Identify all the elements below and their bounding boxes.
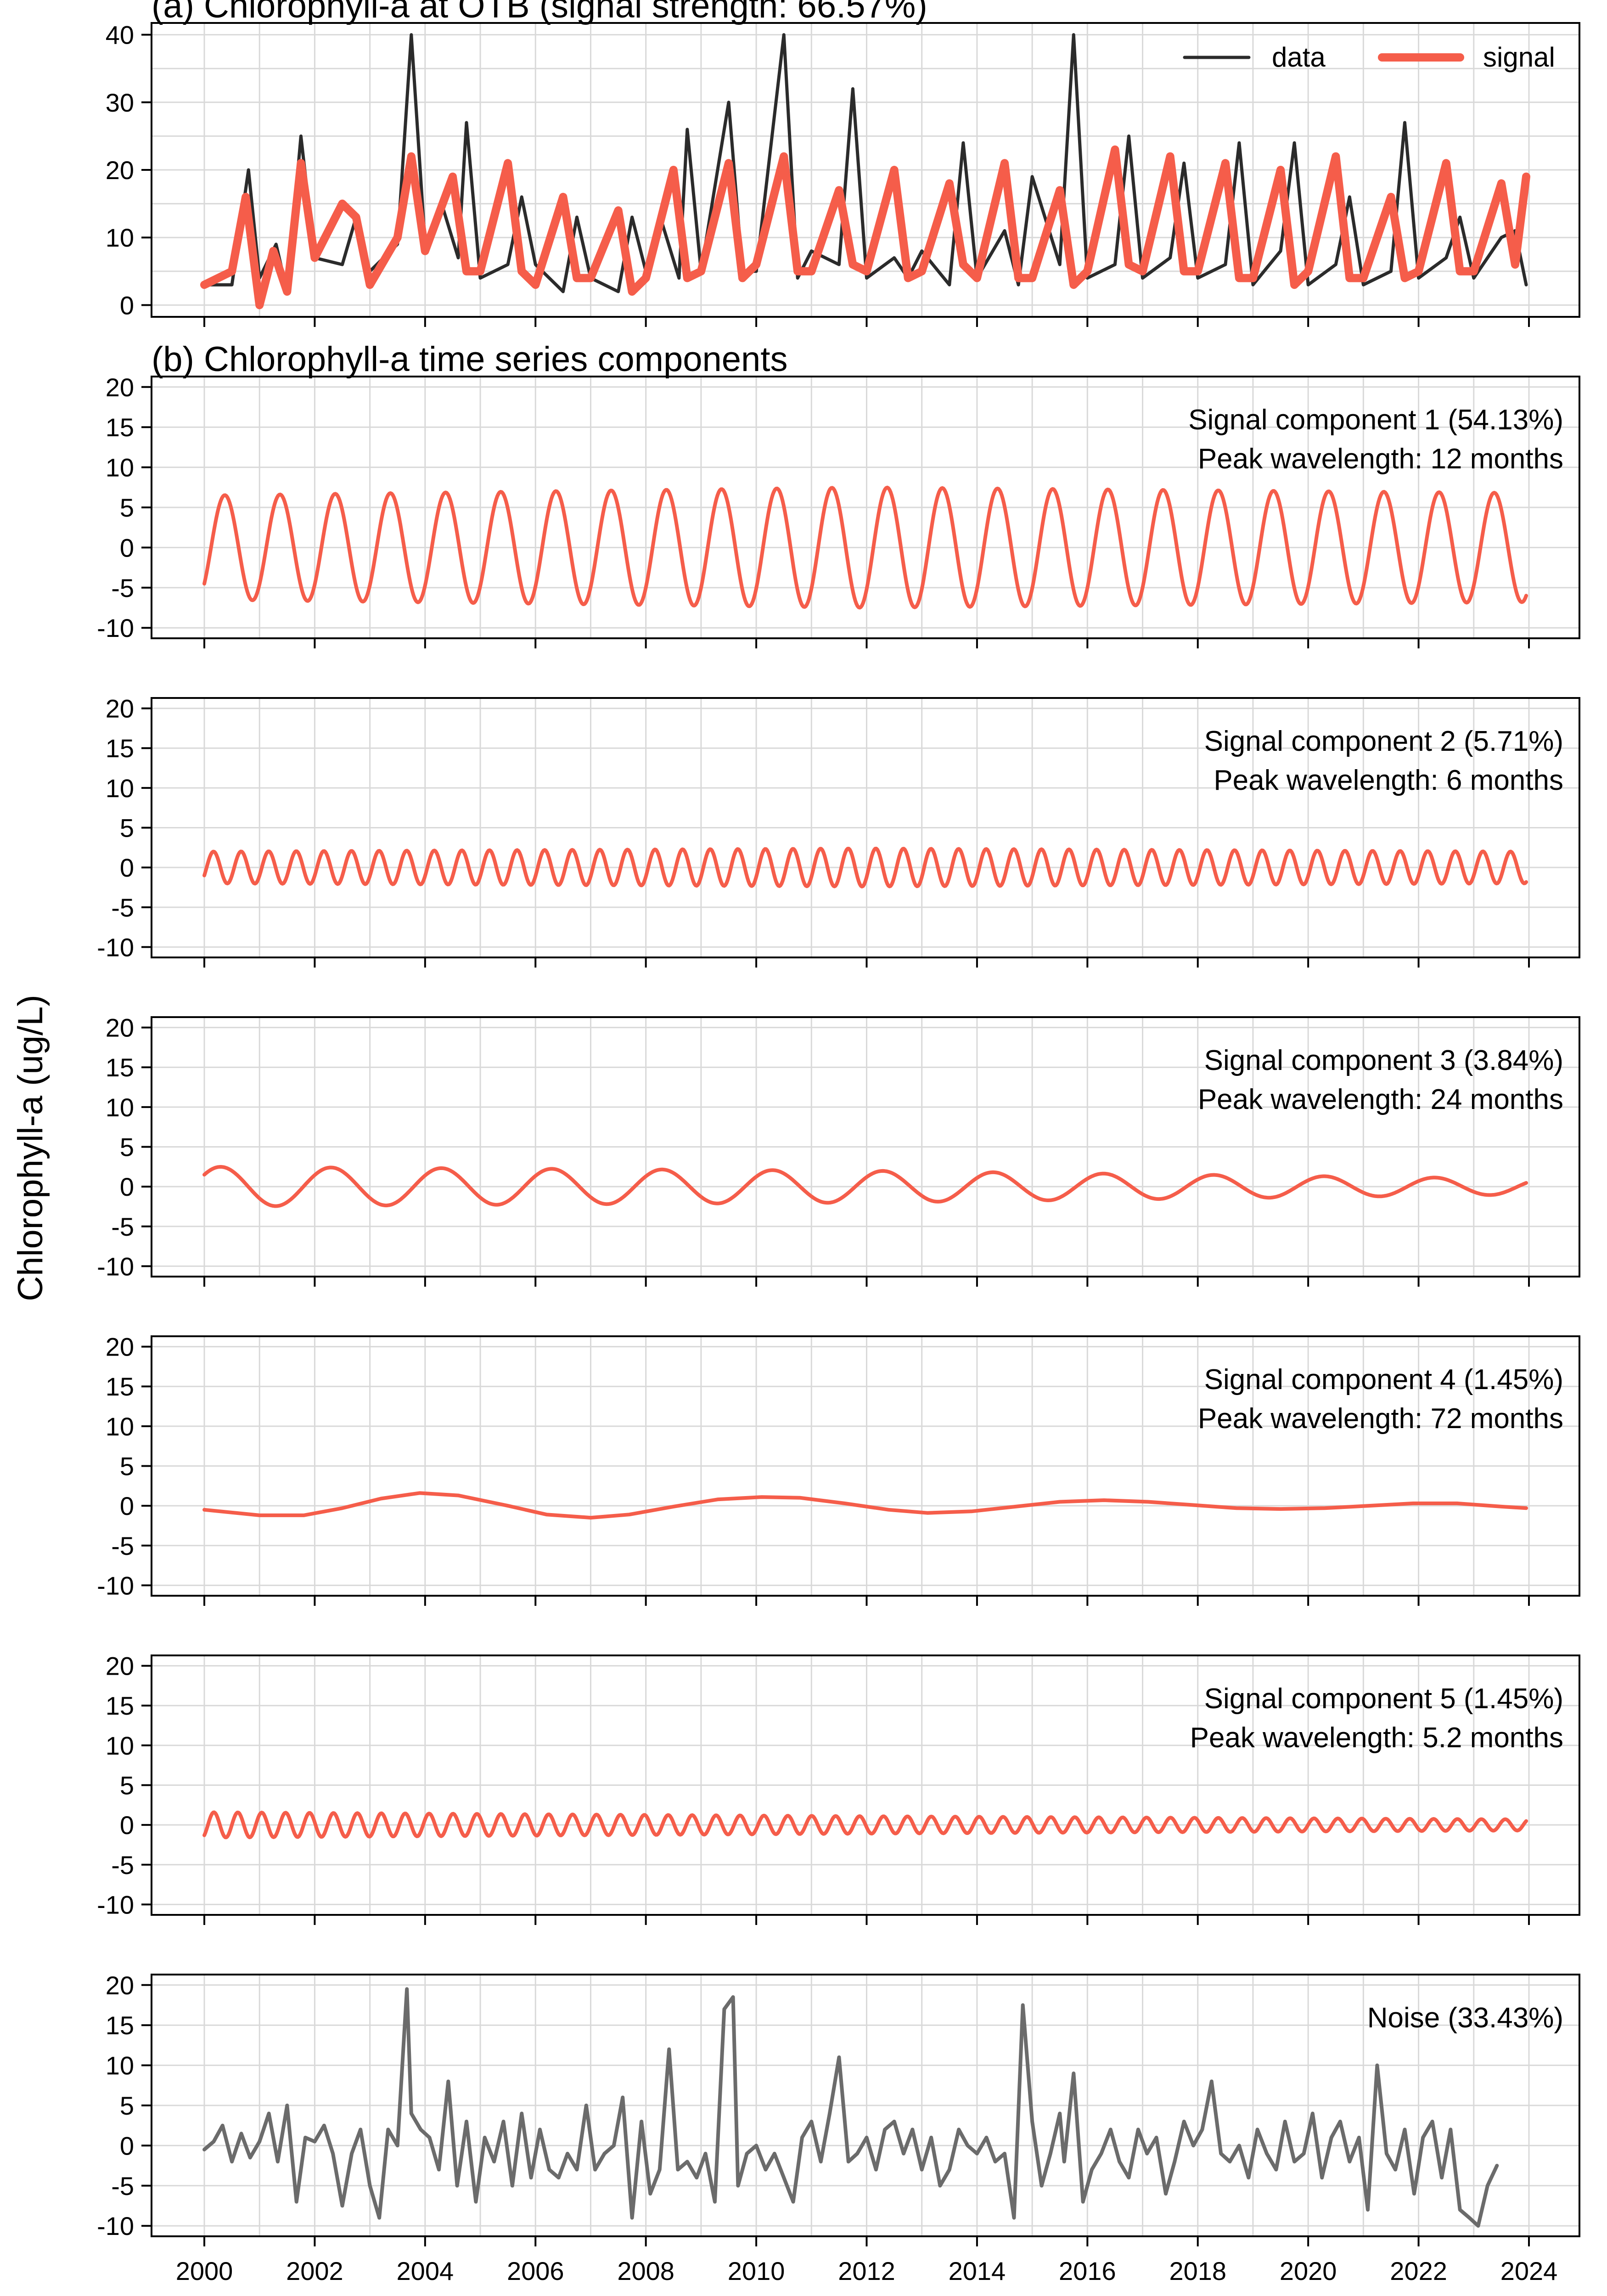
- y-tick-label: -5: [111, 1851, 134, 1880]
- series-line-data: [202, 33, 1528, 293]
- y-tick-label: -5: [111, 2172, 134, 2200]
- panel-panel-a: 0 10 20 30 40 (a) Chlorophyll-a at OTB (signa…: [106, 0, 1580, 327]
- series-line-signal-component-1: [202, 485, 1528, 610]
- panel-panel-b2: -10 -5 0 5 10 15 20 Signal component 2 (5.71%) P…: [97, 694, 1580, 968]
- y-tick-label: 40: [106, 21, 134, 50]
- x-tick-label: 2014: [949, 2257, 1006, 2285]
- y-tick-label: 15: [106, 1691, 134, 1720]
- x-tick-label: 2022: [1390, 2257, 1447, 2285]
- x-tick-label: 2018: [1169, 2257, 1226, 2285]
- x-tick-label: 2002: [286, 2257, 343, 2285]
- y-tick-label: 0: [120, 533, 134, 562]
- y-tick-label: 10: [106, 223, 134, 252]
- panel-annotation: Peak wavelength: 72 months: [1198, 1403, 1563, 1435]
- x-tick-label: 2012: [838, 2257, 895, 2285]
- series-line-signal-component-5: [202, 1810, 1528, 1840]
- panel-annotation: Peak wavelength: 24 months: [1198, 1084, 1563, 1115]
- y-tick-label: 10: [106, 1731, 134, 1760]
- x-tick-label: 2004: [397, 2257, 454, 2285]
- y-tick-label: 20: [106, 1013, 134, 1042]
- y-tick-label: 5: [120, 1452, 134, 1481]
- x-tick-label: 2000: [176, 2257, 233, 2285]
- y-tick-label: 15: [106, 1372, 134, 1401]
- panel-annotation: Peak wavelength: 6 months: [1214, 765, 1563, 796]
- y-tick-label: 0: [120, 291, 134, 320]
- panel-annotation: Signal component 4 (1.45%): [1204, 1364, 1563, 1396]
- panel-annotation: Signal component 2 (5.71%): [1204, 726, 1563, 757]
- y-tick-label: 0: [120, 1811, 134, 1840]
- y-tick-label: 20: [106, 1971, 134, 2000]
- y-tick-label: 10: [106, 1412, 134, 1441]
- legend-label-data: data: [1272, 42, 1326, 73]
- y-tick-label: 0: [120, 1172, 134, 1201]
- panel-annotation: Signal component 3 (3.84%): [1204, 1045, 1563, 1076]
- x-tick-label: 2010: [728, 2257, 785, 2285]
- y-tick-label: -10: [97, 1890, 134, 1919]
- y-tick-label: 10: [106, 2051, 134, 2080]
- y-tick-label: 10: [106, 774, 134, 803]
- y-tick-label: 15: [106, 413, 134, 442]
- panel-panel-noise: -10 -5 0 5 10 15 20 2000 2002 2004 2006 2008 2010 201…: [97, 1971, 1580, 2285]
- panel-title: (a) Chlorophyll-a at OTB (signal strengt…: [152, 0, 927, 25]
- y-tick-label: 20: [106, 1652, 134, 1681]
- y-tick-label: 15: [106, 1053, 134, 1082]
- x-tick-label: 2006: [507, 2257, 564, 2285]
- y-tick-label: -10: [97, 1252, 134, 1281]
- x-tick-label: 2008: [617, 2257, 674, 2285]
- series-line-signal-component-2: [202, 846, 1528, 889]
- y-axis-label: Chlorophyll-a (ug/L): [11, 995, 50, 1301]
- x-tick-label: 2020: [1280, 2257, 1337, 2285]
- y-tick-label: 10: [106, 1093, 134, 1122]
- y-tick-label: -10: [97, 2212, 134, 2240]
- y-tick-label: -5: [111, 1212, 134, 1241]
- y-tick-label: -10: [97, 1571, 134, 1600]
- y-tick-label: 5: [120, 2091, 134, 2120]
- panel-annotation: Noise (33.43%): [1367, 2002, 1563, 2034]
- panel-panel-b1: -10 -5 0 5 10 15 20 (b) Chlorophyll-a time seri…: [97, 340, 1580, 648]
- y-tick-label: -5: [111, 574, 134, 602]
- y-tick-label: -10: [97, 933, 134, 962]
- series-line-signal-component-3: [202, 1165, 1528, 1208]
- y-tick-label: 0: [120, 1491, 134, 1520]
- y-tick-label: 20: [106, 156, 134, 185]
- panel-annotation: Signal component 5 (1.45%): [1204, 1683, 1563, 1715]
- y-tick-label: 15: [106, 734, 134, 763]
- panel-panel-b4: -10 -5 0 5 10 15 20 Signal component 4 (1.45%) P…: [97, 1333, 1580, 1606]
- panel-panel-b3: -10 -5 0 5 10 15 20 Signal component 3 (3.84%) P…: [97, 1013, 1580, 1287]
- y-tick-label: 5: [120, 1771, 134, 1800]
- y-tick-label: 0: [120, 853, 134, 882]
- y-tick-label: -10: [97, 613, 134, 642]
- y-tick-label: 15: [106, 2011, 134, 2040]
- y-tick-label: 20: [106, 1333, 134, 1362]
- panel-title: (b) Chlorophyll-a time series components: [152, 340, 787, 379]
- y-tick-label: 5: [120, 493, 134, 522]
- y-tick-label: 30: [106, 88, 134, 117]
- x-tick-label: 2016: [1059, 2257, 1116, 2285]
- y-tick-label: 10: [106, 453, 134, 482]
- y-tick-label: 20: [106, 694, 134, 723]
- x-tick-label: 2024: [1500, 2257, 1558, 2285]
- y-tick-label: -5: [111, 1531, 134, 1560]
- panel-annotation: Peak wavelength: 5.2 months: [1190, 1722, 1563, 1754]
- y-tick-label: 20: [106, 373, 134, 402]
- y-tick-label: -5: [111, 893, 134, 922]
- legend-label-signal: signal: [1483, 42, 1555, 73]
- panel-annotation: Peak wavelength: 12 months: [1198, 443, 1563, 475]
- panels-group: 0 10 20 30 40 (a) Chlorophyll-a at OTB (signa…: [97, 0, 1580, 2285]
- series-line-noise: [202, 1987, 1499, 2228]
- series-line-signal: [200, 145, 1530, 310]
- panel-panel-b5: -10 -5 0 5 10 15 20 Signal component 5 (1.45%) P…: [97, 1652, 1580, 1925]
- y-tick-label: 5: [120, 814, 134, 843]
- series-line-signal-component-4: [202, 1491, 1528, 1520]
- panel-annotation: Signal component 1 (54.13%): [1188, 404, 1563, 436]
- y-tick-label: 0: [120, 2131, 134, 2160]
- y-tick-label: 5: [120, 1133, 134, 1162]
